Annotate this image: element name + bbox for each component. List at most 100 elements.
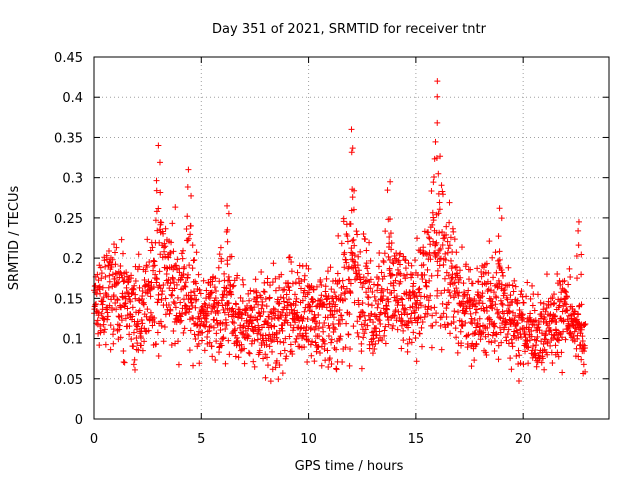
data-point	[345, 331, 352, 338]
data-point	[560, 318, 567, 325]
data-point	[319, 336, 326, 343]
data-point	[385, 298, 392, 305]
data-point	[291, 291, 298, 298]
data-point	[168, 239, 175, 246]
data-point	[560, 328, 567, 335]
data-point	[238, 341, 245, 348]
data-point	[542, 331, 549, 338]
data-point	[490, 289, 497, 296]
data-point	[96, 342, 103, 349]
data-point	[339, 316, 346, 323]
data-point	[547, 311, 554, 318]
data-point	[452, 264, 459, 271]
data-point	[177, 299, 184, 306]
data-point	[234, 272, 241, 279]
data-point	[384, 306, 391, 313]
data-point	[496, 280, 503, 287]
data-point	[493, 269, 500, 276]
data-point	[155, 291, 162, 298]
data-point	[240, 281, 247, 288]
data-point	[514, 320, 521, 327]
data-point	[162, 225, 169, 232]
data-point	[95, 312, 102, 319]
data-point	[381, 332, 388, 339]
data-point	[453, 285, 460, 292]
data-point	[518, 288, 525, 295]
data-point	[491, 323, 498, 330]
data-point	[355, 301, 362, 308]
data-point	[547, 326, 554, 333]
data-point	[498, 339, 505, 346]
data-point	[169, 275, 176, 282]
data-point	[452, 325, 459, 332]
data-point	[185, 292, 192, 299]
data-point	[435, 250, 442, 257]
data-point	[401, 272, 408, 279]
data-point	[172, 204, 179, 211]
data-point	[315, 343, 322, 350]
data-point	[507, 321, 514, 328]
data-point	[487, 287, 494, 294]
data-point	[143, 313, 150, 320]
data-point	[186, 347, 193, 354]
data-point	[107, 322, 114, 329]
data-point	[100, 315, 107, 322]
data-point	[322, 288, 329, 295]
data-point	[442, 256, 449, 263]
data-point	[225, 300, 232, 307]
data-point	[161, 248, 168, 255]
data-point	[196, 360, 203, 367]
data-point	[287, 301, 294, 308]
data-point	[153, 276, 160, 283]
data-point	[216, 278, 223, 285]
data-point	[443, 231, 450, 238]
data-point	[312, 323, 319, 330]
data-point	[154, 299, 161, 306]
data-point	[493, 330, 500, 337]
data-point	[171, 279, 178, 286]
data-point	[484, 324, 491, 331]
data-point	[451, 308, 458, 315]
data-point	[178, 250, 185, 257]
data-point	[437, 245, 444, 252]
data-point	[354, 318, 361, 325]
data-point	[567, 273, 574, 280]
data-point	[245, 349, 252, 356]
data-point	[165, 276, 172, 283]
data-point	[575, 242, 582, 249]
data-point	[400, 253, 407, 260]
data-point	[536, 327, 543, 334]
data-point	[425, 234, 432, 241]
data-point	[266, 343, 273, 350]
data-point	[346, 220, 353, 227]
data-point	[281, 286, 288, 293]
data-point	[410, 329, 417, 336]
data-point	[199, 337, 206, 344]
data-point	[526, 337, 533, 344]
data-point	[94, 271, 101, 278]
data-point	[146, 259, 153, 266]
data-point	[149, 322, 156, 329]
data-point	[342, 344, 349, 351]
data-point	[228, 253, 235, 260]
data-point	[189, 242, 196, 249]
data-point	[189, 303, 196, 310]
data-point	[527, 310, 534, 317]
data-point	[483, 307, 490, 314]
data-point	[262, 332, 269, 339]
data-point	[355, 333, 362, 340]
data-point	[395, 257, 402, 264]
data-point	[382, 228, 389, 235]
data-point	[564, 307, 571, 314]
data-point	[138, 342, 145, 349]
data-point	[252, 276, 259, 283]
data-point	[160, 281, 167, 288]
data-point	[318, 292, 325, 299]
data-point	[203, 287, 210, 294]
data-point	[360, 230, 367, 237]
data-point	[549, 294, 556, 301]
data-point	[482, 349, 489, 356]
data-point	[220, 306, 227, 313]
data-point	[345, 263, 352, 270]
data-point	[394, 326, 401, 333]
